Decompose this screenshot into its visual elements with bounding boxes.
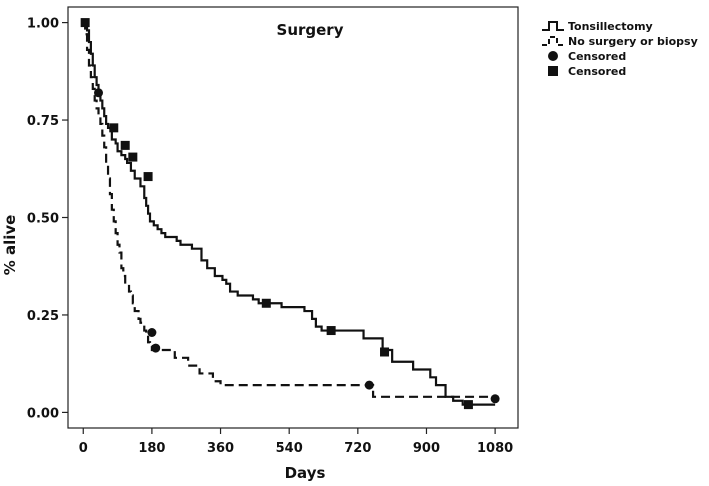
series-lines — [83, 21, 496, 406]
censor-marker-square — [143, 172, 153, 182]
axes: 0 180 360 540 720 900 1080 0.00 0.25 0.50 0.75 1.00 — [27, 6, 519, 456]
chart-title: Surgery — [277, 21, 344, 39]
y-tick-label: 0.50 — [27, 212, 59, 227]
y-tick-label: 0.25 — [27, 309, 59, 324]
y-tick-label: 1.00 — [27, 17, 59, 32]
x-tick-label: 180 — [138, 441, 165, 456]
x-tick-label: 1080 — [477, 441, 513, 456]
legend-label-censored-square: Censored — [568, 65, 626, 78]
censor-marker-square — [326, 326, 336, 336]
censor-marker-square — [80, 18, 90, 28]
x-tick-label: 720 — [344, 441, 371, 456]
series-line-no-surgery — [83, 21, 496, 398]
censor-marker-square — [380, 347, 390, 357]
censor-marker-square — [120, 140, 130, 150]
legend: Tonsillectomy No surgery or biopsy Censore… — [542, 20, 698, 78]
legend-swatch-censored-circle — [548, 51, 558, 61]
censor-marker-square — [109, 123, 119, 133]
censor-marker-circle — [94, 88, 104, 98]
x-tick-label: 900 — [413, 441, 440, 456]
legend-swatch-no-surgery — [542, 36, 564, 46]
censor-markers — [80, 18, 500, 410]
censor-marker-circle — [490, 394, 500, 404]
censor-marker-square — [463, 400, 473, 410]
series-line-tonsillectomy — [83, 21, 496, 406]
censor-marker-square — [128, 152, 138, 162]
y-axis-title: % alive — [1, 215, 19, 276]
censor-marker-circle — [147, 327, 157, 337]
censor-marker-square — [261, 298, 271, 308]
legend-swatch-tonsillectomy — [542, 21, 564, 31]
y-tick-label: 0.75 — [27, 114, 59, 129]
x-axis-title: Days — [285, 464, 326, 482]
legend-label-tonsillectomy: Tonsillectomy — [568, 20, 653, 33]
plot-frame — [67, 6, 519, 429]
censor-marker-circle — [364, 380, 374, 390]
legend-label-no-surgery: No surgery or biopsy — [568, 35, 698, 48]
legend-label-censored-circle: Censored — [568, 50, 626, 63]
censor-marker-circle — [151, 343, 161, 353]
y-tick-label: 0.00 — [27, 406, 59, 421]
x-tick-label: 0 — [79, 441, 88, 456]
legend-swatch-censored-square — [548, 66, 558, 76]
x-tick-label: 540 — [276, 441, 303, 456]
x-tick-label: 360 — [207, 441, 234, 456]
